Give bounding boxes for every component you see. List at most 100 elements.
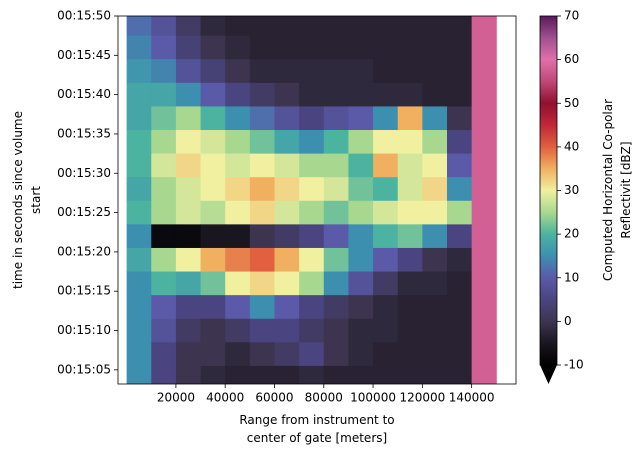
y-tick-label: 00:15:25 (57, 205, 111, 219)
heatmap-cell (446, 82, 473, 107)
heatmap-cell (200, 224, 226, 249)
heatmap-cell (299, 59, 325, 84)
heatmap-cell (373, 177, 399, 202)
heatmap-cell (175, 130, 202, 155)
heatmap-cell (249, 247, 275, 273)
heatmap-cell (249, 130, 275, 155)
heatmap-cell (373, 16, 399, 37)
heatmap-cell (274, 365, 300, 384)
heatmap-cell (225, 130, 251, 155)
x-tick-label: 120000 (399, 391, 445, 405)
heatmap-cell (126, 318, 152, 343)
heatmap-cell (299, 130, 325, 155)
heatmap-cell (225, 224, 251, 249)
y-tick-label: 00:15:10 (57, 323, 111, 337)
heatmap-cell (397, 130, 423, 155)
heatmap-cell (323, 295, 349, 320)
heatmap-cell (225, 318, 251, 343)
heatmap-cell (175, 318, 202, 343)
heatmap-cell (126, 365, 152, 384)
heatmap-cell (422, 106, 448, 131)
heatmap-cell (274, 200, 300, 225)
heatmap-cell (323, 200, 349, 225)
heatmap-cell (348, 35, 374, 60)
heatmap-cell (348, 153, 374, 178)
heatmap-cell (299, 318, 325, 343)
heatmap-cell (225, 16, 251, 37)
heatmap-cell (323, 16, 349, 37)
heatmap-cell (397, 200, 423, 225)
heatmap-cell (126, 82, 152, 107)
heatmap-cell (151, 271, 177, 296)
heatmap-cell (151, 247, 177, 273)
heatmap-cell (471, 35, 497, 60)
heatmap-cell (175, 16, 202, 37)
heatmap-cell (274, 247, 300, 273)
heatmap-cell (299, 200, 325, 225)
x-tick-label: 20000 (157, 391, 195, 405)
heatmap-cell (348, 106, 374, 131)
y-tick-label: 00:15:40 (57, 87, 111, 101)
heatmap-cell (446, 295, 473, 320)
heatmap-cell (471, 271, 497, 296)
heatmap-cell (175, 59, 202, 84)
heatmap-cell (200, 247, 226, 273)
heatmap-cell (397, 82, 423, 107)
heatmap-cell (348, 200, 374, 225)
heatmap-cell (249, 153, 275, 178)
heatmap-cell (175, 365, 202, 384)
heatmap-cell (249, 342, 275, 367)
heatmap-cell (274, 224, 300, 249)
heatmap-cell (323, 318, 349, 343)
heatmap-cell (471, 342, 497, 367)
heatmap-cell (446, 224, 473, 249)
heatmap-cell (446, 153, 473, 178)
heatmap-cell (200, 153, 226, 178)
heatmap-cell (422, 342, 448, 367)
colorbar (540, 16, 557, 365)
heatmap-cell (422, 82, 448, 107)
heatmap-cell (323, 365, 349, 384)
heatmap-cell (299, 224, 325, 249)
heatmap-cell (249, 295, 275, 320)
heatmap-cell (422, 16, 448, 37)
heatmap-cell (471, 106, 497, 131)
heatmap-cell (274, 153, 300, 178)
heatmap-cell (397, 224, 423, 249)
heatmap-cell (151, 365, 177, 384)
heatmap-cell (446, 16, 473, 37)
heatmap-cell (225, 35, 251, 60)
heatmap-cell (225, 271, 251, 296)
colorbar-tick-label: 60 (564, 52, 579, 66)
heatmap-cell (397, 295, 423, 320)
heatmap-cell (126, 59, 152, 84)
heatmap-cell (126, 106, 152, 131)
heatmap-cell (249, 318, 275, 343)
heatmap-cell (373, 130, 399, 155)
heatmap-cell (373, 59, 399, 84)
heatmap-cell (348, 318, 374, 343)
x-tick-label: 140000 (449, 391, 495, 405)
heatmap-cell (323, 271, 349, 296)
colorbar-tick-label: 10 (564, 270, 579, 284)
colorbar-label: Computed Horizontal Co-polar Reflectivit … (601, 99, 633, 281)
heatmap-cell (200, 342, 226, 367)
heatmap-cell (422, 271, 448, 296)
heatmap-cell (126, 16, 152, 37)
heatmap-cell (471, 295, 497, 320)
heatmap-cell (126, 247, 152, 273)
heatmap-cell (126, 130, 152, 155)
colorbar-extension (540, 365, 557, 384)
heatmap-cell (274, 271, 300, 296)
heatmap-cell (126, 295, 152, 320)
heatmap-cell (274, 82, 300, 107)
heatmap-cell (299, 247, 325, 273)
heatmap-cell (471, 153, 497, 178)
heatmap-cell (126, 224, 152, 249)
heatmap-cell (200, 35, 226, 60)
heatmap-cell (299, 106, 325, 131)
heatmap-cell (249, 59, 275, 84)
heatmap-cell (299, 365, 325, 384)
heatmap-cell (323, 342, 349, 367)
